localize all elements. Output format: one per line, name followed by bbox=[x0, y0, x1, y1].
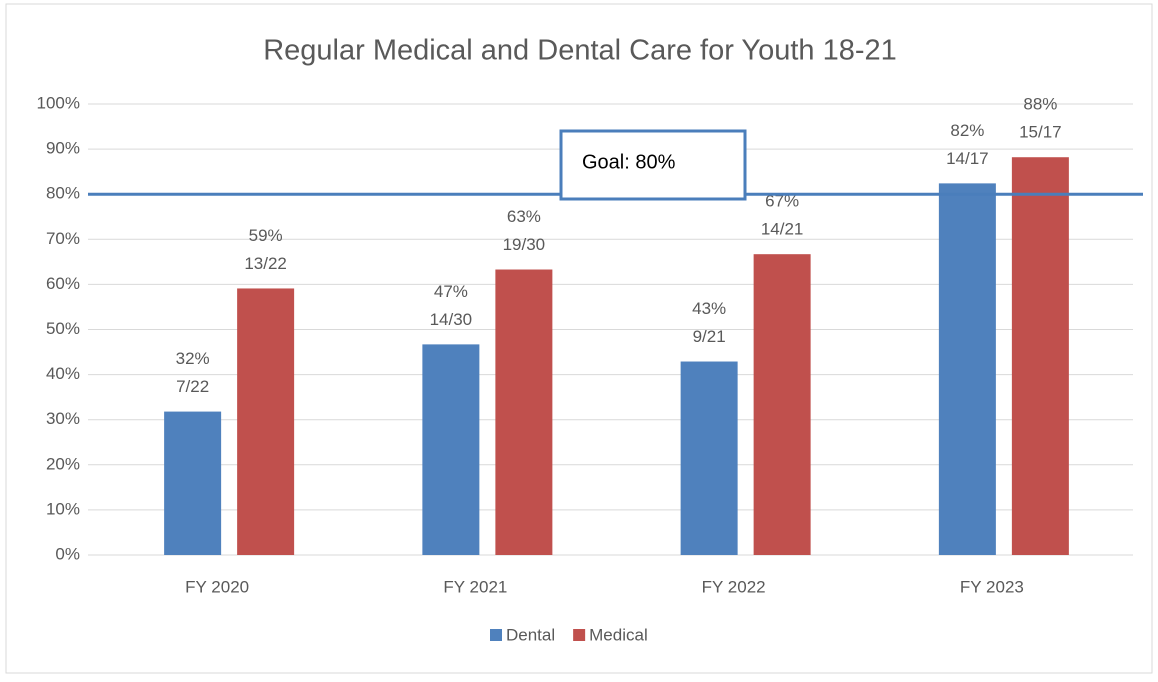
y-tick-label: 50% bbox=[46, 319, 80, 338]
value-fraction: 14/17 bbox=[946, 149, 989, 168]
value-label: 47% bbox=[434, 282, 468, 301]
goal-label: Goal: 80% bbox=[582, 151, 676, 173]
chart-title: Regular Medical and Dental Care for Yout… bbox=[263, 35, 897, 67]
value-label: 63% bbox=[507, 207, 541, 226]
value-label: 43% bbox=[692, 299, 726, 318]
value-fraction: 14/30 bbox=[430, 310, 473, 329]
bar bbox=[237, 288, 295, 555]
value-label: 32% bbox=[176, 349, 210, 368]
x-tick-label: FY 2021 bbox=[443, 577, 507, 596]
value-fraction: 9/21 bbox=[693, 327, 726, 346]
bar bbox=[422, 344, 480, 555]
x-tick-label: FY 2020 bbox=[185, 577, 249, 596]
value-fraction: 19/30 bbox=[503, 235, 546, 254]
value-fraction: 14/21 bbox=[761, 220, 804, 239]
value-label: 82% bbox=[950, 121, 984, 140]
y-tick-label: 10% bbox=[46, 499, 80, 518]
bar bbox=[680, 361, 738, 555]
value-label: 67% bbox=[765, 192, 799, 211]
legend-label: Dental bbox=[506, 625, 555, 644]
value-fraction: 7/22 bbox=[176, 377, 209, 396]
y-tick-label: 20% bbox=[46, 454, 80, 473]
bar bbox=[1011, 157, 1069, 555]
y-tick-label: 60% bbox=[46, 274, 80, 293]
value-label: 59% bbox=[249, 226, 283, 245]
bar bbox=[164, 411, 222, 555]
y-tick-label: 80% bbox=[46, 184, 80, 203]
y-tick-label: 100% bbox=[37, 93, 80, 112]
legend-label: Medical bbox=[589, 625, 648, 644]
value-fraction: 15/17 bbox=[1019, 123, 1062, 142]
x-tick-label: FY 2023 bbox=[960, 577, 1024, 596]
y-tick-label: 40% bbox=[46, 364, 80, 383]
value-label: 88% bbox=[1023, 95, 1057, 114]
x-tick-label: FY 2022 bbox=[702, 577, 766, 596]
bar bbox=[495, 269, 553, 555]
legend-swatch bbox=[490, 629, 502, 641]
y-tick-label: 90% bbox=[46, 139, 80, 158]
legend-swatch bbox=[573, 629, 586, 641]
goal-box bbox=[559, 129, 747, 201]
y-tick-label: 0% bbox=[55, 544, 80, 563]
y-tick-label: 70% bbox=[46, 229, 80, 248]
bar bbox=[753, 254, 811, 556]
bar bbox=[938, 183, 996, 555]
y-tick-label: 30% bbox=[46, 409, 80, 428]
value-fraction: 13/22 bbox=[244, 254, 287, 273]
